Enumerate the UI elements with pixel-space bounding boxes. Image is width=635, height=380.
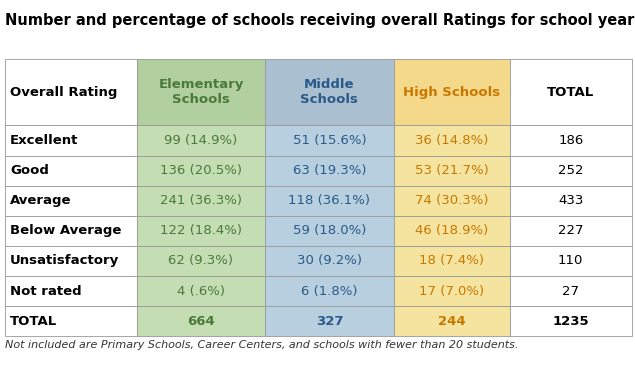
- Text: 63 (19.3%): 63 (19.3%): [293, 164, 366, 177]
- Bar: [137, 306, 265, 336]
- Bar: [137, 155, 265, 186]
- Text: 51 (15.6%): 51 (15.6%): [293, 134, 366, 147]
- Bar: [394, 246, 510, 276]
- Bar: [5, 246, 137, 276]
- Bar: [137, 246, 265, 276]
- Text: 53 (21.7%): 53 (21.7%): [415, 164, 488, 177]
- Bar: [510, 155, 632, 186]
- Bar: [265, 125, 394, 155]
- Bar: [5, 155, 137, 186]
- Text: 30 (9.2%): 30 (9.2%): [297, 255, 362, 268]
- Bar: [5, 59, 137, 125]
- Bar: [5, 276, 137, 306]
- Text: 36 (14.8%): 36 (14.8%): [415, 134, 488, 147]
- Text: 59 (18.0%): 59 (18.0%): [293, 224, 366, 238]
- Bar: [137, 125, 265, 155]
- Bar: [265, 276, 394, 306]
- Bar: [5, 216, 137, 246]
- Text: TOTAL: TOTAL: [547, 86, 594, 99]
- Text: 1235: 1235: [552, 315, 589, 328]
- Bar: [265, 155, 394, 186]
- Bar: [510, 216, 632, 246]
- Text: Average: Average: [10, 194, 72, 207]
- Text: Not rated: Not rated: [10, 285, 82, 298]
- Text: 244: 244: [438, 315, 465, 328]
- Bar: [510, 276, 632, 306]
- Text: 241 (36.3%): 241 (36.3%): [160, 194, 242, 207]
- Bar: [137, 186, 265, 216]
- Text: 4 (.6%): 4 (.6%): [177, 285, 225, 298]
- Bar: [5, 125, 137, 155]
- Text: 186: 186: [558, 134, 584, 147]
- Bar: [510, 59, 632, 125]
- Bar: [265, 306, 394, 336]
- Text: 110: 110: [558, 255, 584, 268]
- Text: 74 (30.3%): 74 (30.3%): [415, 194, 488, 207]
- Text: 433: 433: [558, 194, 584, 207]
- Text: Not included are Primary Schools, Career Centers, and schools with fewer than 20: Not included are Primary Schools, Career…: [5, 340, 518, 350]
- Text: Unsatisfactory: Unsatisfactory: [10, 255, 119, 268]
- Bar: [510, 186, 632, 216]
- Text: Overall Rating: Overall Rating: [10, 86, 117, 99]
- Text: 62 (9.3%): 62 (9.3%): [168, 255, 234, 268]
- Text: 6 (1.8%): 6 (1.8%): [301, 285, 358, 298]
- Text: Middle
Schools: Middle Schools: [300, 78, 358, 106]
- Bar: [394, 59, 510, 125]
- Text: 252: 252: [558, 164, 584, 177]
- Text: Number and percentage of schools receiving overall Ratings for school year 2017-: Number and percentage of schools receivi…: [5, 13, 635, 28]
- Text: 327: 327: [316, 315, 343, 328]
- Bar: [5, 186, 137, 216]
- Text: 118 (36.1%): 118 (36.1%): [288, 194, 370, 207]
- Bar: [394, 276, 510, 306]
- Bar: [265, 216, 394, 246]
- Bar: [394, 216, 510, 246]
- Text: Elementary
Schools: Elementary Schools: [158, 78, 244, 106]
- Text: 136 (20.5%): 136 (20.5%): [160, 164, 242, 177]
- Bar: [510, 306, 632, 336]
- Text: 122 (18.4%): 122 (18.4%): [160, 224, 242, 238]
- Text: Below Average: Below Average: [10, 224, 121, 238]
- Text: 664: 664: [187, 315, 215, 328]
- Text: 99 (14.9%): 99 (14.9%): [164, 134, 237, 147]
- Bar: [137, 216, 265, 246]
- Bar: [394, 155, 510, 186]
- Bar: [510, 246, 632, 276]
- Bar: [394, 306, 510, 336]
- Bar: [394, 125, 510, 155]
- Text: 27: 27: [562, 285, 579, 298]
- Text: Good: Good: [10, 164, 49, 177]
- Bar: [137, 59, 265, 125]
- Text: 227: 227: [558, 224, 584, 238]
- Bar: [510, 125, 632, 155]
- Text: Excellent: Excellent: [10, 134, 79, 147]
- Bar: [137, 276, 265, 306]
- Bar: [265, 246, 394, 276]
- Text: 18 (7.4%): 18 (7.4%): [419, 255, 484, 268]
- Bar: [5, 306, 137, 336]
- Bar: [394, 186, 510, 216]
- Text: TOTAL: TOTAL: [10, 315, 57, 328]
- Text: High Schools: High Schools: [403, 86, 500, 99]
- Bar: [265, 186, 394, 216]
- Text: 17 (7.0%): 17 (7.0%): [419, 285, 485, 298]
- Text: 46 (18.9%): 46 (18.9%): [415, 224, 488, 238]
- Bar: [265, 59, 394, 125]
